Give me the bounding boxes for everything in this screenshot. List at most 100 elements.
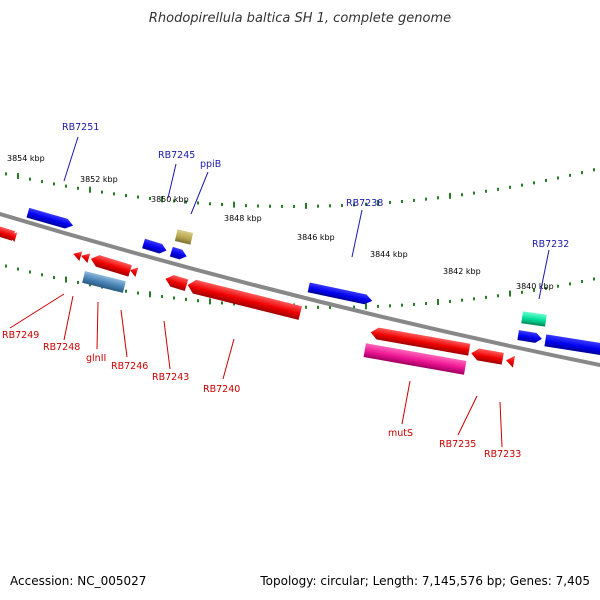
minor-tick — [521, 290, 523, 294]
gene-muts-upstream[interactable] — [370, 326, 471, 356]
kbp-label: 3852 kbp — [80, 175, 118, 184]
minor-tick — [329, 204, 331, 208]
minor-tick — [509, 185, 511, 189]
minor-tick — [581, 279, 583, 283]
kbp-label: 3842 kbp — [443, 267, 481, 276]
minor-tick — [329, 305, 331, 309]
minor-tick — [485, 189, 487, 193]
minor-tick — [137, 195, 139, 199]
minor-tick — [545, 178, 547, 182]
minor-tick — [593, 277, 595, 281]
reverse-labels — [9, 293, 503, 448]
gene-label-rb7235[interactable]: RB7235 — [439, 439, 476, 450]
gene-rb7233[interactable] — [505, 354, 515, 368]
minor-tick — [5, 172, 7, 176]
gene-label-ppib[interactable]: ppiB — [200, 159, 221, 170]
major-tick — [377, 199, 379, 206]
gene-label-rb7243[interactable]: RB7243 — [152, 372, 189, 383]
minor-tick — [485, 295, 487, 299]
gene-muts[interactable] — [363, 343, 467, 375]
map-title: Rhodopirellula baltica SH 1, complete ge… — [149, 11, 451, 26]
minor-tick — [305, 305, 307, 309]
major-tick — [149, 291, 151, 298]
major-tick — [449, 192, 451, 199]
major-tick — [17, 173, 19, 180]
minor-tick — [113, 192, 115, 196]
minor-tick — [533, 181, 535, 185]
gene-rb7232-b[interactable] — [517, 330, 542, 344]
gene-rb7231[interactable] — [544, 334, 600, 356]
minor-tick — [221, 203, 223, 207]
accession-text: Accession: NC_005027 — [10, 574, 147, 588]
gene-label-rb7248[interactable]: RB7248 — [43, 342, 80, 353]
forward-labels — [63, 136, 550, 300]
kbp-label: 3846 kbp — [297, 233, 335, 242]
minor-tick — [65, 184, 67, 188]
gene-rb7240[interactable] — [186, 278, 302, 320]
gene-glnii[interactable] — [82, 271, 126, 293]
gene-rb7245-b[interactable] — [169, 246, 188, 261]
minor-tick — [209, 202, 211, 206]
minor-tick — [425, 302, 427, 306]
gene-rb7250[interactable] — [0, 225, 16, 241]
minor-tick — [5, 264, 7, 268]
major-tick — [65, 276, 67, 283]
minor-tick — [473, 191, 475, 195]
minor-tick — [401, 303, 403, 307]
minor-tick — [41, 180, 43, 184]
minor-tick — [89, 283, 91, 287]
minor-tick — [581, 171, 583, 175]
gene-rb7246[interactable] — [89, 253, 132, 277]
gene-rb7243[interactable] — [164, 273, 189, 291]
gene-label-glnii[interactable]: glnII — [86, 353, 106, 364]
gene-label-rb7251[interactable]: RB7251 — [62, 122, 99, 133]
minor-tick — [569, 173, 571, 177]
gene-rb7232[interactable] — [521, 311, 547, 327]
minor-tick — [197, 299, 199, 303]
minor-tick — [557, 284, 559, 288]
minor-tick — [173, 296, 175, 300]
minor-tick — [269, 204, 271, 208]
minor-tick — [77, 186, 79, 190]
gene-rb7251[interactable] — [26, 207, 75, 231]
gene-rb7249[interactable] — [72, 249, 83, 261]
minor-tick — [413, 198, 415, 202]
minor-tick — [41, 273, 43, 277]
minor-tick — [545, 286, 547, 290]
minor-tick — [533, 288, 535, 292]
major-tick — [233, 201, 235, 208]
gene-label-rb7240[interactable]: RB7240 — [203, 384, 240, 395]
outer-tick-ring — [5, 168, 595, 209]
gene-rb7246-b[interactable] — [129, 265, 139, 277]
gene-rb7245-a[interactable] — [142, 238, 168, 256]
gene-label-rb7249[interactable]: RB7249 — [2, 330, 39, 341]
gene-rb7250-b[interactable] — [8, 230, 18, 242]
minor-tick — [425, 197, 427, 201]
gene-rb7248[interactable] — [80, 251, 91, 263]
minor-tick — [521, 183, 523, 187]
forward-genes — [26, 207, 600, 356]
gene-label-rb7232[interactable]: RB7232 — [532, 239, 569, 250]
gene-label-rb7233[interactable]: RB7233 — [484, 449, 521, 460]
minor-tick — [365, 202, 367, 206]
gene-label-rb7238[interactable]: RB7238 — [346, 198, 383, 209]
gene-ppib[interactable] — [174, 229, 194, 245]
minor-tick — [377, 304, 379, 308]
minor-tick — [437, 196, 439, 200]
minor-tick — [353, 305, 355, 309]
gene-rb7238[interactable] — [307, 282, 374, 305]
gene-label-rb7246[interactable]: RB7246 — [111, 361, 148, 372]
minor-tick — [77, 281, 79, 285]
gene-label-rb7245[interactable]: RB7245 — [158, 150, 195, 161]
major-tick — [209, 298, 211, 305]
gene-rb7235[interactable] — [470, 347, 504, 365]
minor-tick — [389, 201, 391, 205]
minor-tick — [149, 196, 151, 200]
minor-tick — [161, 294, 163, 298]
inner-tick-ring — [5, 264, 595, 310]
gene-label-muts[interactable]: mutS — [388, 428, 413, 439]
minor-tick — [257, 204, 259, 208]
minor-tick — [137, 291, 139, 295]
major-tick — [437, 299, 439, 306]
